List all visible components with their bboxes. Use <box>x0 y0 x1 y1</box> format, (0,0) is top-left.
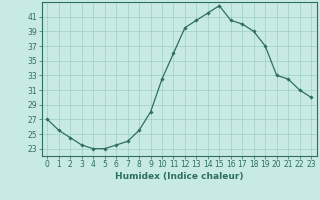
X-axis label: Humidex (Indice chaleur): Humidex (Indice chaleur) <box>115 172 244 181</box>
